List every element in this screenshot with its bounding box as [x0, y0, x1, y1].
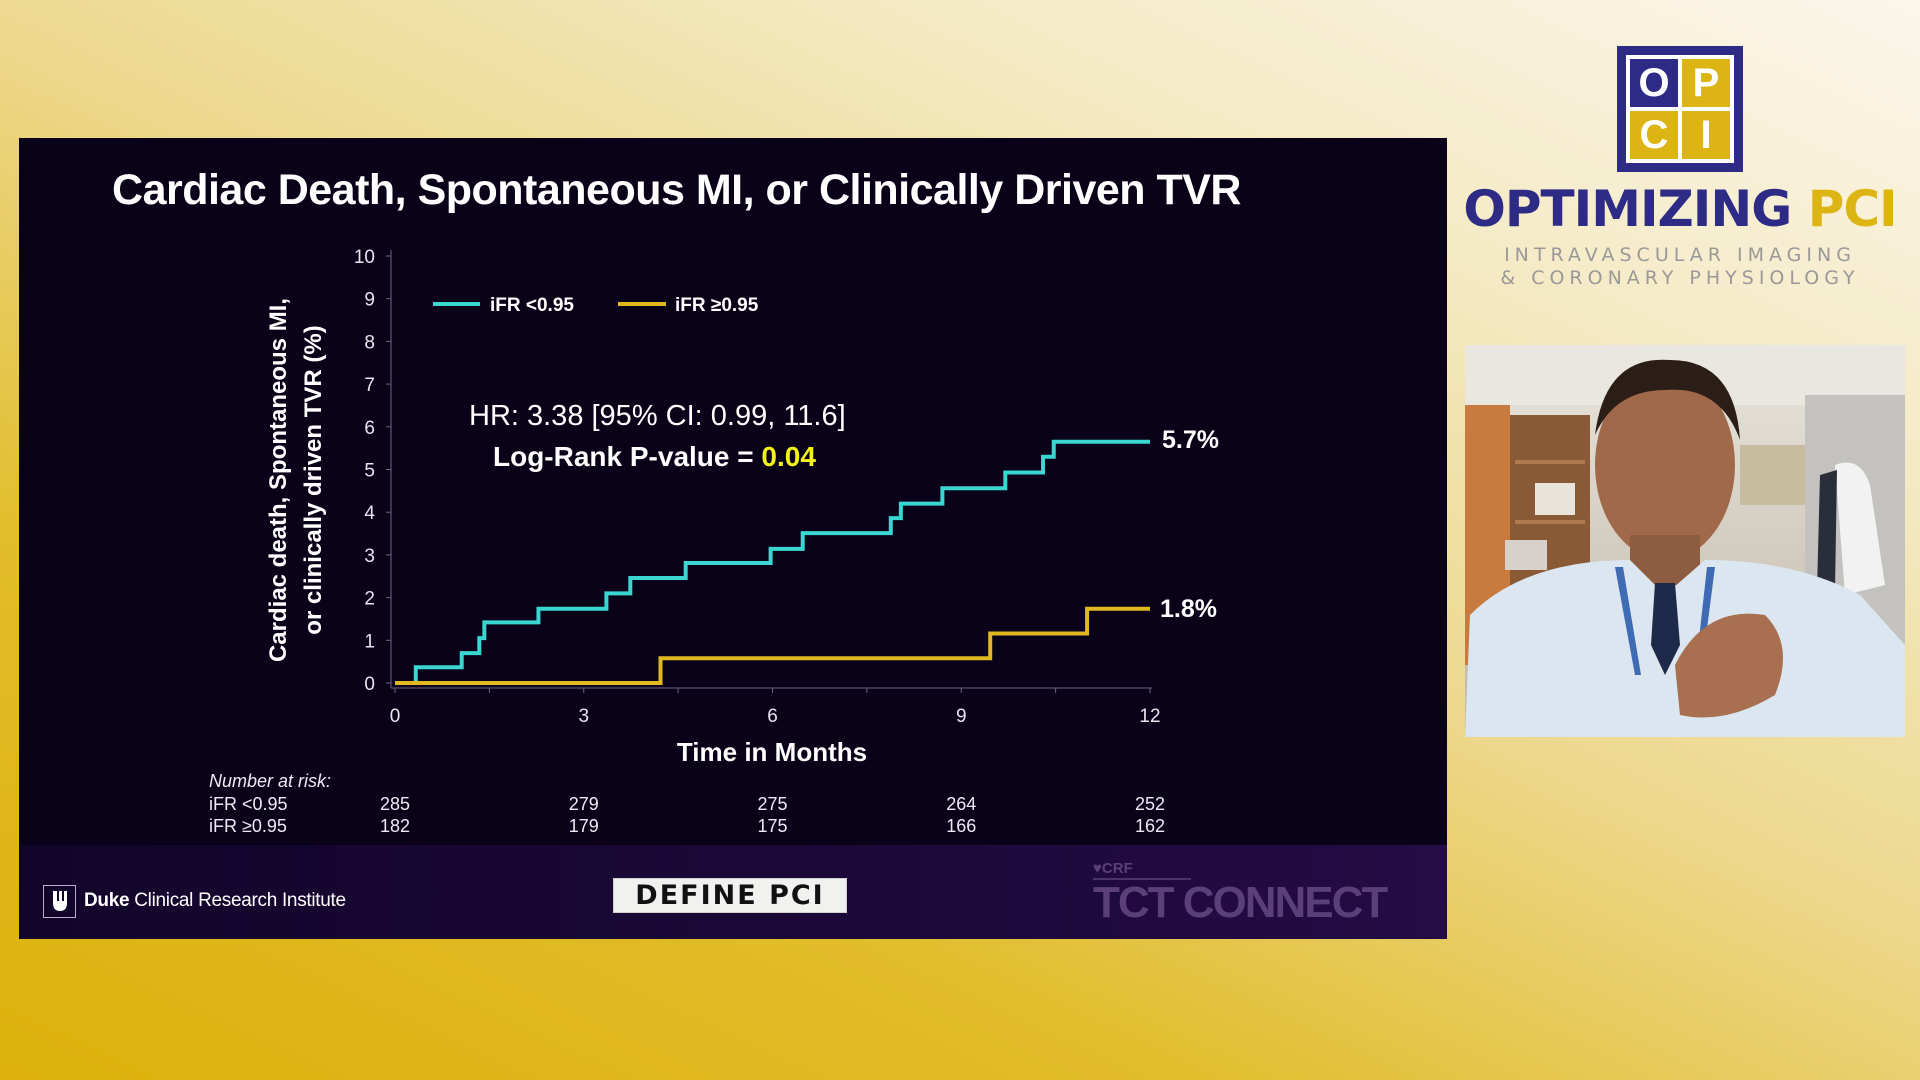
y-tick-label: 0: [364, 674, 375, 695]
brand-tagline-1: INTRAVASCULAR IMAGING: [1504, 244, 1856, 266]
risk-table-cell: 166: [946, 816, 977, 836]
end-label-ifr-high: 1.8%: [1160, 595, 1217, 623]
risk-table-cell: 162: [1134, 816, 1166, 836]
risk-row-label-ifr-low: iFR <0.95: [209, 794, 288, 814]
y-tick-label: 10: [354, 247, 375, 268]
pvalue-annotation: Log-Rank P-value = 0.04: [493, 441, 816, 472]
x-tick-label: 0: [390, 706, 401, 727]
opci-letter-o: O: [1630, 59, 1678, 107]
y-tick-label: 3: [364, 546, 375, 567]
x-tick-label: 6: [767, 706, 778, 727]
tct-connect-logo: ♥CRF TCT CONNECT: [1093, 860, 1388, 928]
crf-text: ♥CRF: [1093, 860, 1191, 880]
opci-letter-i: I: [1682, 111, 1730, 159]
risk-table-cell: 275: [757, 794, 788, 814]
opci-logo: O P C I: [1617, 46, 1743, 172]
y-tick-label: 8: [364, 332, 375, 353]
y-tick-label: 9: [364, 290, 375, 311]
brand-tagline-2: & CORONARY PHYSIOLOGY: [1500, 267, 1860, 289]
risk-table-title: Number at risk:: [209, 771, 332, 791]
brand-title: OPTIMIZING PCI: [1463, 180, 1897, 238]
risk-table-cell: 179: [568, 816, 599, 836]
x-tick-label: 3: [578, 706, 589, 727]
y-tick-label: 1: [364, 631, 375, 652]
y-tick-label: 4: [364, 503, 375, 524]
x-tick-label: 12: [1139, 706, 1160, 727]
y-tick-label: 6: [364, 418, 375, 439]
series-line-ifr-high: [395, 606, 1150, 685]
end-label-ifr-low: 5.7%: [1162, 426, 1219, 454]
chart-series: [395, 439, 1150, 685]
series-line-ifr-low: [395, 439, 1150, 685]
risk-table-cell: 264: [946, 794, 977, 814]
presentation-slide: Cardiac Death, Spontaneous MI, or Clinic…: [19, 138, 1447, 939]
pvalue-value: 0.04: [761, 441, 816, 472]
duke-shield-icon: [43, 884, 76, 918]
risk-table-cell: 182: [379, 816, 411, 836]
duke-institute-name: Duke Clinical Research Institute: [84, 890, 346, 911]
y-tick-labels: 0 1 2 3 4 5 6 7 8 9 10: [354, 247, 391, 695]
hazard-ratio-annotation: HR: 3.38 [95% CI: 0.99, 11.6]: [469, 400, 846, 432]
speaker-video-frame: [1465, 345, 1905, 737]
risk-row-label-ifr-high: iFR ≥0.95: [209, 816, 287, 836]
pvalue-label: Log-Rank P-value =: [493, 441, 761, 472]
y-tick-label: 5: [364, 461, 375, 482]
speaker-video: [1465, 345, 1905, 737]
x-tick-labels: 0 3 6 9 12: [390, 688, 1161, 727]
slide-title: Cardiac Death, Spontaneous MI, or Clinic…: [112, 166, 1241, 214]
duke-logo: Duke Clinical Research Institute: [43, 883, 346, 919]
opci-letter-c: C: [1630, 111, 1678, 159]
legend: iFR <0.95 iFR ≥0.95: [433, 295, 759, 316]
risk-table-cell: 279: [568, 794, 599, 814]
legend-label-ifr-low: iFR <0.95: [490, 295, 574, 316]
y-tick-label: 2: [364, 589, 375, 610]
risk-table-cell: 285: [379, 794, 411, 814]
define-pci-logo: DEFINE PCI: [613, 878, 847, 913]
x-axis-label: Time in Months: [677, 737, 867, 767]
y-axis-label-line2: or clinically driven TVR (%): [300, 325, 327, 634]
legend-label-ifr-high: iFR ≥0.95: [675, 295, 759, 316]
y-axis-label-line1: Cardiac death, Spontaneous MI,: [265, 298, 292, 662]
y-tick-label: 7: [364, 375, 375, 396]
define-pci-text: DEFINE PCI: [635, 880, 825, 911]
x-tick-label: 9: [956, 706, 967, 727]
risk-table-cell: 252: [1134, 794, 1166, 814]
tct-connect-text: TCT CONNECT: [1093, 878, 1388, 927]
opci-letter-p: P: [1682, 59, 1730, 107]
risk-table-cell: 175: [757, 816, 788, 836]
